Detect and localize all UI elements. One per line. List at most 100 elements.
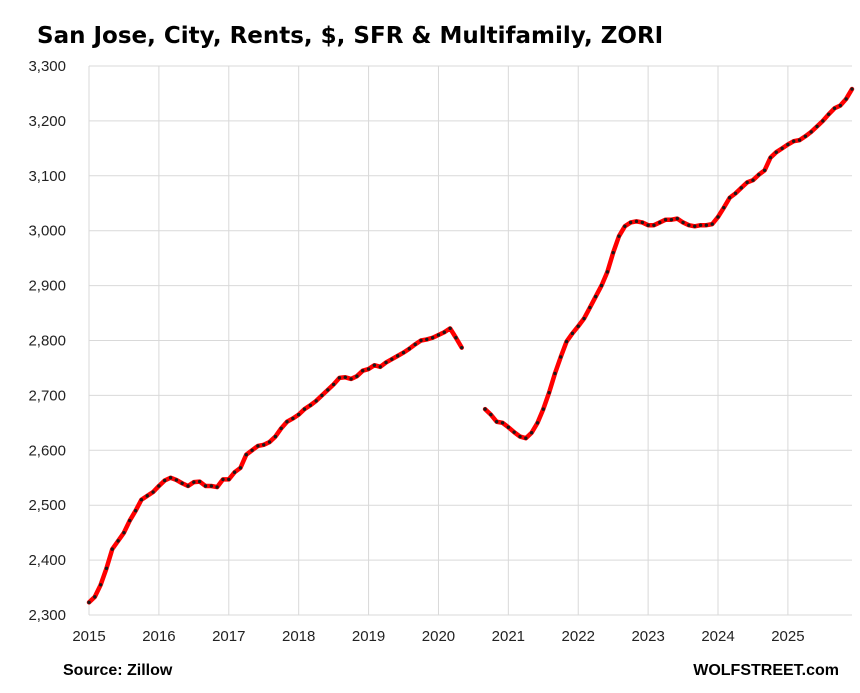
data-point (396, 354, 400, 358)
data-point (430, 336, 435, 340)
y-tick-label: 2,500 (28, 497, 66, 514)
data-point (489, 412, 493, 417)
data-point (104, 566, 109, 571)
data-point (285, 420, 289, 424)
data-point (209, 484, 214, 488)
data-point (675, 216, 679, 221)
x-tick-label: 2017 (212, 628, 245, 645)
data-point (454, 336, 458, 340)
data-point (413, 342, 417, 347)
x-tick-label: 2019 (352, 628, 385, 645)
data-point (483, 407, 487, 411)
data-point (238, 466, 243, 470)
x-tick-label: 2023 (631, 628, 664, 645)
data-point (361, 368, 365, 373)
data-point (355, 374, 359, 378)
data-point (547, 390, 551, 395)
data-point (768, 155, 773, 160)
data-point (494, 420, 499, 424)
data-point (436, 333, 441, 337)
x-tick-label: 2025 (771, 628, 804, 645)
x-tick-label: 2015 (72, 628, 105, 645)
data-point (669, 218, 674, 222)
data-point (786, 142, 790, 147)
data-point (605, 270, 610, 274)
data-point (296, 412, 301, 417)
y-tick-label: 3,100 (28, 168, 66, 185)
data-point (733, 191, 738, 196)
data-point (180, 481, 184, 485)
data-point (273, 434, 278, 439)
x-axis-ticks: 2015 2016 2017 2018 2019 2020 2021 2022 2023 2024… (72, 628, 804, 645)
data-point (634, 219, 639, 224)
data-point (419, 338, 423, 343)
data-point (745, 180, 749, 185)
data-point (151, 490, 155, 494)
data-point (244, 452, 248, 457)
x-tick-label: 2018 (282, 628, 315, 645)
data-point (174, 478, 179, 482)
data-point (262, 443, 266, 447)
data-point (739, 186, 743, 190)
y-tick-label: 3,000 (28, 223, 66, 240)
chart-title: San Jose, City, Rents, $, SFR & Multifam… (37, 23, 663, 49)
data-point (663, 218, 668, 222)
y-tick-label: 2,800 (28, 333, 66, 350)
data-point (722, 205, 726, 210)
data-point (821, 119, 825, 123)
gridlines (88, 65, 852, 616)
data-point (186, 484, 190, 488)
data-point (366, 367, 371, 371)
data-point (652, 223, 656, 227)
data-point (559, 355, 563, 359)
data-point (780, 146, 784, 151)
data-point (716, 215, 720, 219)
x-tick-label: 2021 (492, 628, 525, 645)
data-point (460, 345, 464, 350)
data-point (582, 316, 586, 321)
data-point (122, 530, 126, 535)
data-point (197, 479, 202, 484)
source-label: Source: Zillow (63, 662, 173, 679)
data-point (681, 220, 685, 225)
data-point (401, 350, 406, 355)
data-point (291, 416, 295, 421)
data-point (372, 363, 377, 367)
data-point (588, 305, 592, 310)
data-point (98, 583, 103, 587)
data-point (349, 377, 353, 381)
data-point (797, 138, 802, 142)
data-point (658, 220, 662, 225)
y-tick-label: 3,200 (28, 113, 66, 130)
data-point (343, 375, 347, 379)
data-point (524, 436, 528, 440)
y-tick-label: 3,300 (28, 58, 66, 75)
data-point (110, 547, 114, 551)
series-line (482, 86, 855, 441)
data-point (594, 294, 598, 299)
y-tick-label: 2,300 (28, 607, 66, 624)
data-point (576, 324, 580, 328)
x-tick-label: 2022 (562, 628, 595, 645)
data-point (623, 224, 627, 229)
data-point (704, 223, 709, 227)
data-point (390, 357, 394, 361)
y-tick-label: 2,600 (28, 442, 66, 459)
data-point (535, 421, 540, 425)
data-point (693, 224, 697, 229)
series-dots (87, 87, 854, 605)
data-point (815, 124, 819, 129)
data-point (157, 484, 161, 488)
data-point (687, 223, 691, 227)
data-point (337, 376, 342, 380)
data-point (809, 130, 813, 134)
y-tick-label: 2,700 (28, 387, 66, 404)
data-point (611, 250, 615, 255)
data-point (792, 139, 796, 143)
data-point (192, 480, 196, 484)
data-point (232, 470, 237, 474)
data-point (512, 430, 516, 434)
data-point (710, 222, 714, 226)
data-point (628, 220, 633, 225)
